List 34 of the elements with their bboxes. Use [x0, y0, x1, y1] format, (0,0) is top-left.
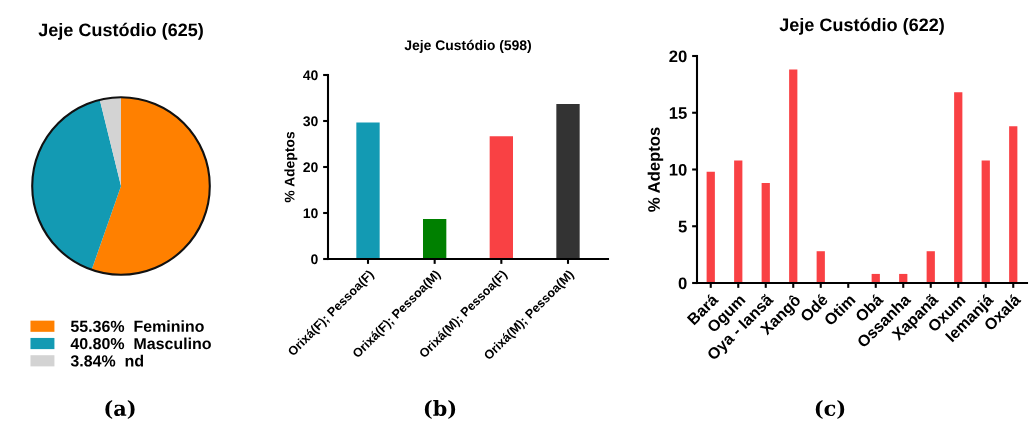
chart-title: Jeje Custódio (622) [779, 17, 944, 35]
y-tick-label: 10 [669, 163, 687, 176]
y-tick-label: 30 [303, 116, 318, 127]
chart-title: Jeje Custódio (625) [38, 22, 203, 40]
bar [1009, 126, 1018, 283]
bar [489, 136, 513, 259]
legend-label: 3.84% nd [70, 354, 144, 367]
bar [761, 183, 770, 283]
bar [423, 218, 447, 259]
text: (c) [815, 399, 845, 419]
y-tick-label: 40 [303, 70, 318, 81]
y-axis-title: % Adeptos [647, 127, 664, 212]
bar [734, 160, 743, 283]
text: (b) [424, 399, 456, 419]
y-tick-label: 10 [303, 208, 318, 219]
legend-label: 55.36% Feminino [70, 320, 204, 333]
y-tick-label: 20 [303, 162, 318, 173]
y-tick-label: 15 [669, 107, 687, 119]
chart-title: Jeje Custódio (598) [404, 39, 531, 53]
bar [816, 251, 825, 283]
y-tick-label: 0 [311, 254, 318, 265]
bar [789, 69, 798, 283]
bar [981, 160, 990, 283]
y-tick-label: 20 [669, 50, 687, 63]
legend-label: 40.80% Masculino [70, 337, 211, 350]
bar [706, 171, 715, 283]
bar [356, 122, 380, 259]
y-axis-title: % Adeptos [284, 131, 298, 203]
bar [926, 251, 935, 283]
y-tick-label: 5 [678, 220, 687, 233]
text: (a) [105, 399, 135, 419]
y-tick-label: 0 [678, 277, 687, 290]
bar [556, 103, 580, 259]
bar [954, 92, 963, 283]
